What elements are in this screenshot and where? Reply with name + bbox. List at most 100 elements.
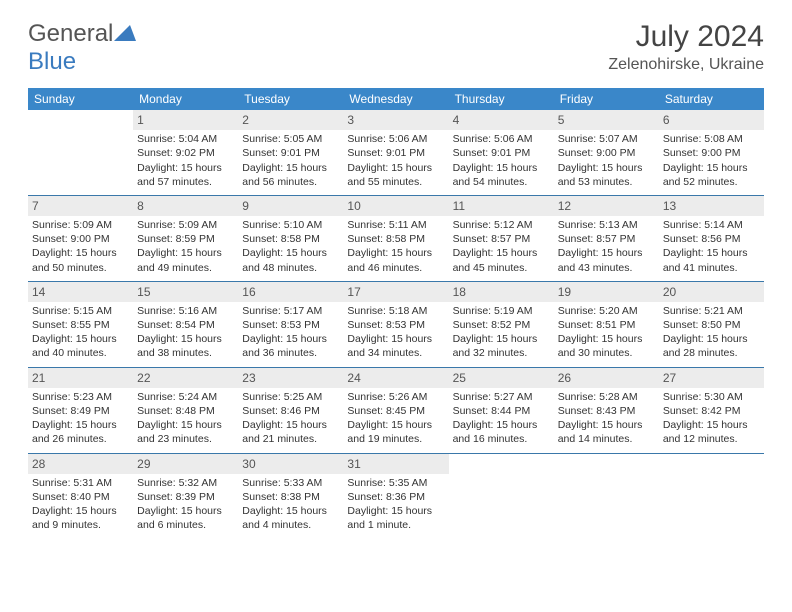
day-info-line: Sunrise: 5:09 AM (137, 218, 234, 232)
day-info-line: Daylight: 15 hours (242, 504, 339, 518)
day-info-line: Sunset: 8:57 PM (558, 232, 655, 246)
day-info-line: Sunset: 8:58 PM (242, 232, 339, 246)
day-info-line: Sunset: 8:57 PM (453, 232, 550, 246)
day-info-line: and 4 minutes. (242, 518, 339, 532)
day-info: Sunrise: 5:25 AMSunset: 8:46 PMDaylight:… (242, 390, 339, 447)
day-number: 13 (659, 196, 764, 216)
day-info-line: Daylight: 15 hours (137, 246, 234, 260)
day-info-line: Sunrise: 5:35 AM (347, 476, 444, 490)
calendar-cell: 3Sunrise: 5:06 AMSunset: 9:01 PMDaylight… (343, 110, 448, 195)
day-info-line: and 50 minutes. (32, 261, 129, 275)
day-info-line: Daylight: 15 hours (347, 161, 444, 175)
day-number: 22 (133, 368, 238, 388)
day-number: 19 (554, 282, 659, 302)
day-info-line: and 19 minutes. (347, 432, 444, 446)
page-title: July 2024 (608, 20, 764, 54)
day-number: 18 (449, 282, 554, 302)
day-header: Sunday (28, 88, 133, 110)
logo-triangle-icon (114, 25, 136, 41)
day-info: Sunrise: 5:31 AMSunset: 8:40 PMDaylight:… (32, 476, 129, 533)
day-info-line: Sunrise: 5:09 AM (32, 218, 129, 232)
day-info-line: Sunrise: 5:12 AM (453, 218, 550, 232)
day-info-line: Sunrise: 5:24 AM (137, 390, 234, 404)
day-info-line: Sunrise: 5:06 AM (347, 132, 444, 146)
day-info-line: Sunset: 9:01 PM (347, 146, 444, 160)
day-header: Tuesday (238, 88, 343, 110)
day-info-line: Daylight: 15 hours (137, 161, 234, 175)
title-block: July 2024 Zelenohirske, Ukraine (608, 20, 764, 74)
day-info: Sunrise: 5:16 AMSunset: 8:54 PMDaylight:… (137, 304, 234, 361)
day-info-line: and 6 minutes. (137, 518, 234, 532)
day-info-line: Sunrise: 5:32 AM (137, 476, 234, 490)
day-info-line: and 52 minutes. (663, 175, 760, 189)
day-info-line: Daylight: 15 hours (453, 246, 550, 260)
day-info-line: Sunrise: 5:06 AM (453, 132, 550, 146)
day-number: 31 (343, 454, 448, 474)
day-info-line: Sunrise: 5:21 AM (663, 304, 760, 318)
day-number: 1 (133, 110, 238, 130)
day-header-row: Sunday Monday Tuesday Wednesday Thursday… (28, 88, 764, 110)
day-info: Sunrise: 5:09 AMSunset: 8:59 PMDaylight:… (137, 218, 234, 275)
calendar-cell: 5Sunrise: 5:07 AMSunset: 9:00 PMDaylight… (554, 110, 659, 195)
day-info-line: Sunset: 8:43 PM (558, 404, 655, 418)
calendar-week: 28Sunrise: 5:31 AMSunset: 8:40 PMDayligh… (28, 453, 764, 538)
day-number: 5 (554, 110, 659, 130)
day-info-line: Sunset: 8:53 PM (242, 318, 339, 332)
day-number: 9 (238, 196, 343, 216)
day-number: 25 (449, 368, 554, 388)
calendar-cell: 13Sunrise: 5:14 AMSunset: 8:56 PMDayligh… (659, 195, 764, 281)
day-info: Sunrise: 5:13 AMSunset: 8:57 PMDaylight:… (558, 218, 655, 275)
day-info-line: Sunset: 8:40 PM (32, 490, 129, 504)
day-number: 27 (659, 368, 764, 388)
day-info-line: Daylight: 15 hours (347, 332, 444, 346)
day-info-line: Daylight: 15 hours (242, 332, 339, 346)
calendar-cell: 10Sunrise: 5:11 AMSunset: 8:58 PMDayligh… (343, 195, 448, 281)
day-number: 7 (28, 196, 133, 216)
day-info-line: and 56 minutes. (242, 175, 339, 189)
day-info-line: Daylight: 15 hours (663, 161, 760, 175)
day-info-line: Sunrise: 5:19 AM (453, 304, 550, 318)
day-info-line: Sunset: 8:56 PM (663, 232, 760, 246)
day-info-line: Daylight: 15 hours (242, 418, 339, 432)
day-info-line: and 36 minutes. (242, 346, 339, 360)
day-info: Sunrise: 5:19 AMSunset: 8:52 PMDaylight:… (453, 304, 550, 361)
day-info-line: Sunset: 8:46 PM (242, 404, 339, 418)
day-info: Sunrise: 5:20 AMSunset: 8:51 PMDaylight:… (558, 304, 655, 361)
day-info-line: Sunrise: 5:07 AM (558, 132, 655, 146)
calendar-cell: 24Sunrise: 5:26 AMSunset: 8:45 PMDayligh… (343, 367, 448, 453)
calendar-cell: 22Sunrise: 5:24 AMSunset: 8:48 PMDayligh… (133, 367, 238, 453)
day-info: Sunrise: 5:14 AMSunset: 8:56 PMDaylight:… (663, 218, 760, 275)
day-info-line: and 16 minutes. (453, 432, 550, 446)
day-info-line: and 32 minutes. (453, 346, 550, 360)
calendar-cell: 6Sunrise: 5:08 AMSunset: 9:00 PMDaylight… (659, 110, 764, 195)
calendar-cell: 30Sunrise: 5:33 AMSunset: 8:38 PMDayligh… (238, 453, 343, 538)
day-info-line: Sunrise: 5:16 AM (137, 304, 234, 318)
day-number: 16 (238, 282, 343, 302)
day-info: Sunrise: 5:10 AMSunset: 8:58 PMDaylight:… (242, 218, 339, 275)
day-info-line: Sunrise: 5:23 AM (32, 390, 129, 404)
calendar-week: 21Sunrise: 5:23 AMSunset: 8:49 PMDayligh… (28, 367, 764, 453)
day-info: Sunrise: 5:24 AMSunset: 8:48 PMDaylight:… (137, 390, 234, 447)
day-info-line: and 26 minutes. (32, 432, 129, 446)
day-info-line: Daylight: 15 hours (663, 332, 760, 346)
day-info: Sunrise: 5:35 AMSunset: 8:36 PMDaylight:… (347, 476, 444, 533)
day-info-line: and 28 minutes. (663, 346, 760, 360)
day-number: 10 (343, 196, 448, 216)
calendar-cell: 8Sunrise: 5:09 AMSunset: 8:59 PMDaylight… (133, 195, 238, 281)
day-info-line: Daylight: 15 hours (558, 418, 655, 432)
day-info-line: and 54 minutes. (453, 175, 550, 189)
logo-text-1: General (28, 20, 113, 47)
calendar-table: Sunday Monday Tuesday Wednesday Thursday… (28, 88, 764, 538)
day-info-line: Daylight: 15 hours (242, 161, 339, 175)
day-info-line: Sunset: 9:00 PM (663, 146, 760, 160)
day-info-line: Daylight: 15 hours (347, 504, 444, 518)
day-info-line: and 57 minutes. (137, 175, 234, 189)
day-number: 8 (133, 196, 238, 216)
calendar-week: 14Sunrise: 5:15 AMSunset: 8:55 PMDayligh… (28, 281, 764, 367)
calendar-cell: 23Sunrise: 5:25 AMSunset: 8:46 PMDayligh… (238, 367, 343, 453)
day-info-line: Daylight: 15 hours (137, 418, 234, 432)
logo-text: General Blue (28, 20, 136, 76)
day-info-line: Sunrise: 5:04 AM (137, 132, 234, 146)
day-header: Friday (554, 88, 659, 110)
day-number: 20 (659, 282, 764, 302)
